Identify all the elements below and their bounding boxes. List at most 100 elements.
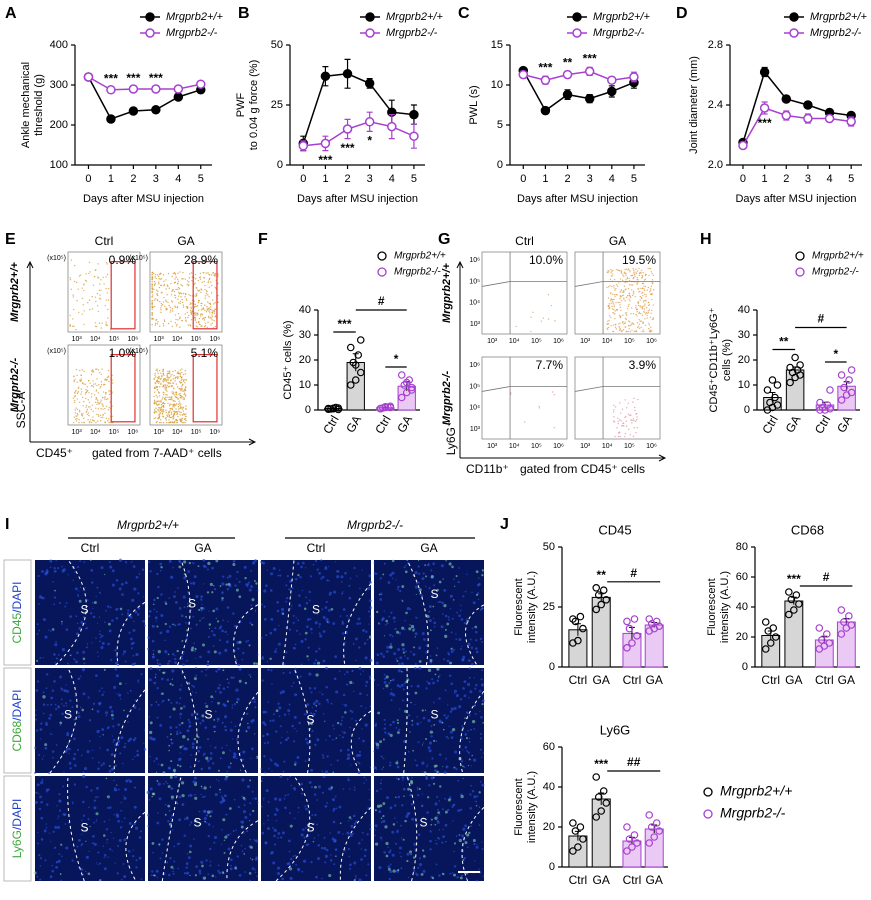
flow-event (181, 299, 183, 301)
nucleus (170, 702, 173, 704)
flow-event (185, 419, 187, 422)
nucleus (270, 572, 274, 576)
y-tick-label: 40 (299, 304, 311, 316)
flow-event (632, 278, 634, 280)
data-point (584, 93, 595, 104)
flow-event (104, 398, 106, 400)
flow-event (79, 369, 81, 372)
flow-event (96, 305, 99, 307)
nucleus (57, 654, 60, 656)
flow-event (197, 309, 200, 311)
stain-signal (297, 573, 300, 577)
flow-event (611, 285, 613, 288)
nucleus (383, 681, 387, 684)
flow-event (155, 369, 157, 372)
nucleus (391, 571, 395, 575)
nucleus (428, 586, 431, 590)
nucleus (311, 706, 314, 709)
y-tick-label: 60 (736, 571, 748, 583)
nucleus (444, 614, 448, 618)
nucleus (224, 728, 228, 732)
nucleus (358, 750, 362, 753)
flow-event (174, 380, 176, 382)
nucleus (428, 619, 432, 623)
nucleus (151, 870, 154, 873)
nucleus (307, 646, 310, 649)
nucleus (190, 609, 192, 611)
nucleus (204, 726, 208, 729)
nucleus (339, 723, 343, 726)
flow-event (624, 432, 627, 435)
flow-event (206, 291, 208, 293)
nucleus (479, 710, 481, 713)
nucleus (410, 685, 413, 688)
nucleus (65, 748, 69, 751)
flow-event (173, 399, 175, 402)
stain-signal (239, 769, 242, 771)
nucleus (114, 764, 117, 767)
stain-signal (85, 840, 87, 842)
flow-event (95, 269, 97, 271)
flow-event (155, 319, 158, 321)
nucleus (207, 635, 211, 638)
nucleus (182, 653, 185, 656)
flow-event (179, 372, 181, 374)
stain-signal (462, 777, 464, 779)
nucleus (90, 568, 94, 572)
nucleus (457, 809, 461, 813)
nucleus (349, 726, 351, 729)
nucleus (383, 610, 385, 612)
nucleus (477, 598, 480, 601)
nucleus (464, 590, 467, 593)
flow-event (213, 274, 215, 277)
nucleus (207, 873, 210, 876)
flow-event (631, 284, 634, 286)
nucleus (67, 747, 71, 751)
flow-event (81, 287, 83, 289)
stain-signal (187, 682, 191, 685)
nucleus (396, 821, 398, 823)
flow-event (610, 272, 612, 274)
flow-event (183, 418, 186, 420)
nucleus (451, 805, 454, 808)
nucleus (251, 718, 255, 722)
nucleus (190, 821, 193, 824)
nucleus (124, 742, 127, 745)
stain-signal (207, 561, 211, 565)
flow-event (176, 283, 179, 285)
panel-label: A (5, 5, 17, 22)
stain-signal (324, 720, 326, 722)
nucleus (135, 653, 139, 657)
nucleus (276, 609, 280, 613)
data-point (592, 583, 601, 592)
nucleus (440, 564, 444, 568)
nucleus (336, 759, 339, 762)
nucleus (333, 738, 335, 741)
nucleus (290, 607, 292, 610)
flow-event (174, 314, 176, 316)
x-tick-label: 1 (108, 173, 114, 185)
tissue-boundary (49, 667, 78, 774)
nucleus (207, 823, 211, 826)
stain-signal (200, 785, 203, 788)
x-tick-label: 4 (175, 173, 181, 185)
nucleus (84, 587, 86, 589)
nucleus (77, 595, 80, 598)
row-counterstain: /DAPI (10, 581, 24, 612)
stain-signal (435, 654, 438, 657)
flow-event (170, 282, 172, 285)
flow-event (641, 307, 644, 310)
flow-event (624, 300, 626, 302)
flow-event (96, 292, 99, 295)
nucleus (273, 828, 277, 832)
flow-event (623, 425, 625, 427)
flow-event (171, 301, 174, 303)
stain-signal (427, 668, 432, 672)
x-tick-label: 10⁵ (531, 338, 542, 345)
x-tick-label: 10⁴ (602, 338, 613, 345)
flow-event (617, 417, 619, 419)
flow-event (106, 273, 109, 276)
nucleus (432, 617, 435, 620)
stain-signal (161, 692, 164, 696)
nucleus (463, 840, 465, 842)
